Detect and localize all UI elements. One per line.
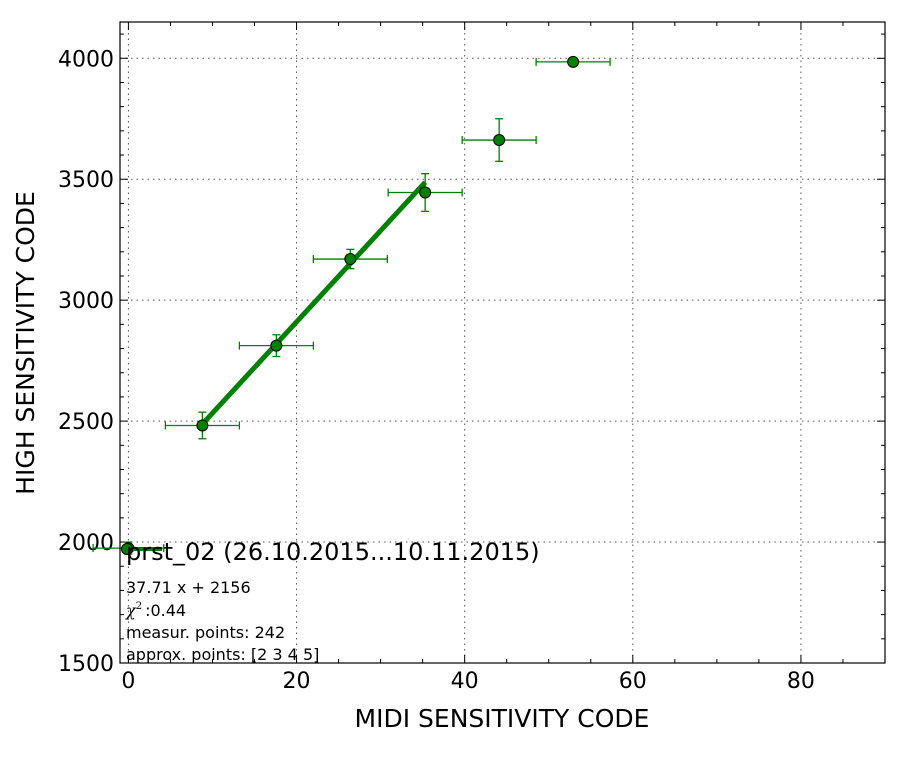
data-point <box>196 419 209 432</box>
y-tick-labels: 1500 2000 2500 3000 3500 4000 <box>58 47 114 677</box>
fit-layer <box>200 180 427 426</box>
legend: prst_02 (26.10.2015...10.11.2015) 37.71 … <box>121 538 540 664</box>
data-points <box>122 55 580 555</box>
legend-chi-symbol: χ <box>125 601 137 620</box>
y-tick-label: 2000 <box>58 531 114 556</box>
legend-chi-exponent: 2 <box>136 601 142 612</box>
data-point <box>270 339 283 352</box>
legend-approx-points: approx. points: [2 3 4 5] <box>126 645 319 664</box>
y-tick-label: 1500 <box>58 652 114 677</box>
plot-frame <box>119 21 886 664</box>
x-tick-label: 20 <box>283 669 311 694</box>
legend-title: prst_02 (26.10.2015...10.11.2015) <box>126 538 540 566</box>
fit-line <box>200 180 427 426</box>
data-point <box>567 55 580 68</box>
legend-chi-square: χ2:0.44 <box>125 601 186 620</box>
y-tick-label: 2500 <box>58 410 114 435</box>
y-axis-label: HIGH SENSITIVITY CODE <box>11 191 40 495</box>
data-point <box>344 253 357 266</box>
minor-ticks <box>120 22 885 663</box>
x-axis-label: MIDI SENSITIVITY CODE <box>355 704 650 733</box>
x-tick-label: 40 <box>451 669 479 694</box>
x-tick-label: 0 <box>121 669 135 694</box>
data-point <box>493 134 506 147</box>
legend-chi-value: :0.44 <box>145 601 186 620</box>
x-tick-label: 80 <box>787 669 815 694</box>
x-tick-labels: 0 20 40 60 80 <box>121 669 815 694</box>
legend-measur-points: measur. points: 242 <box>126 623 285 642</box>
y-tick-label: 3000 <box>58 289 114 314</box>
x-tick-label: 60 <box>619 669 647 694</box>
data-point <box>419 186 432 199</box>
y-tick-label: 4000 <box>58 47 114 72</box>
y-tick-label: 3500 <box>58 168 114 193</box>
legend-marker-point <box>121 543 133 555</box>
error-bars <box>92 57 611 555</box>
legend-equation: 37.71 x + 2156 <box>126 578 251 597</box>
